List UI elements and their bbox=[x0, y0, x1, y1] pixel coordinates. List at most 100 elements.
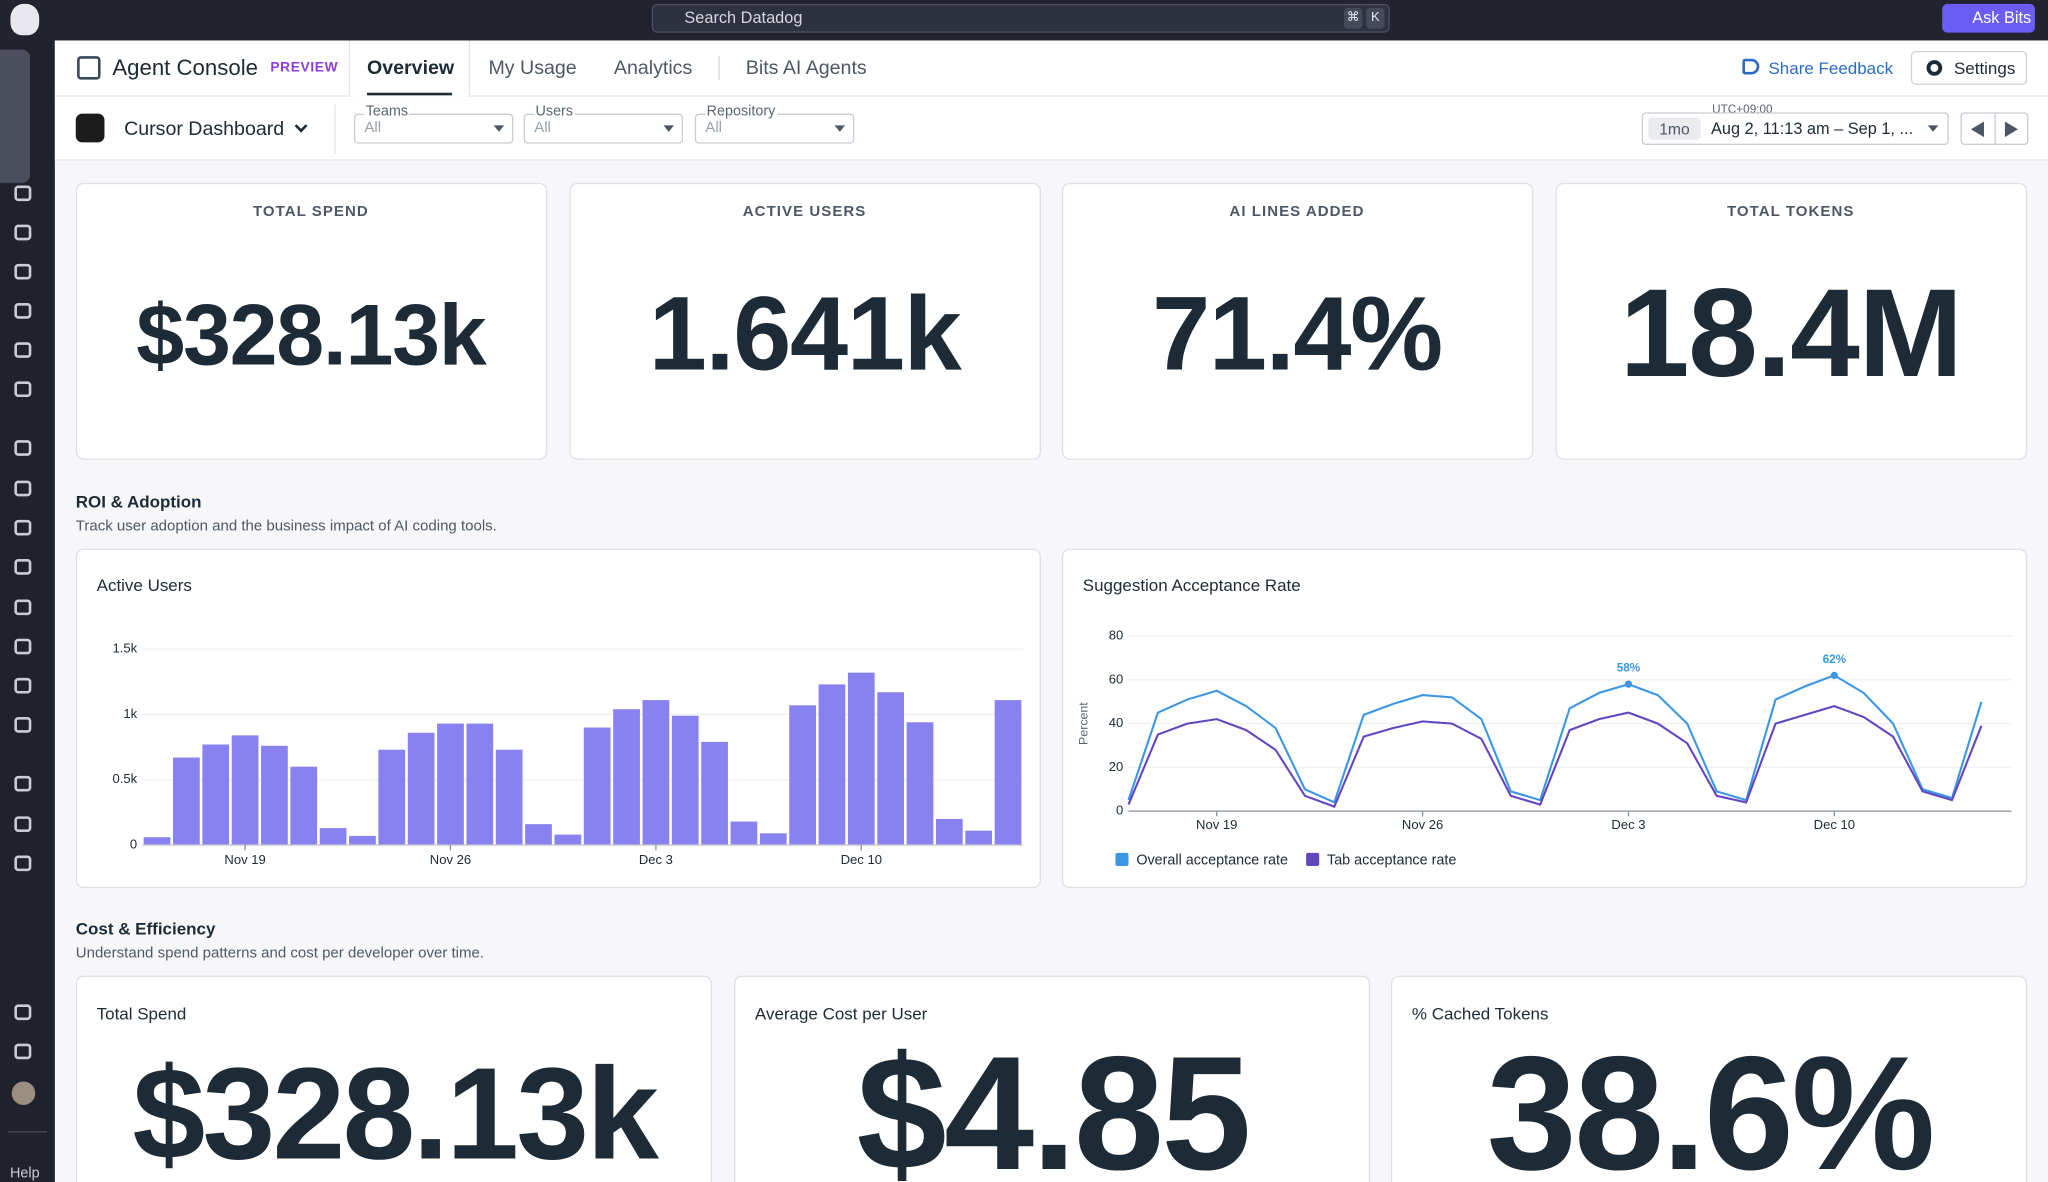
sidebar-icon[interactable] bbox=[14, 303, 32, 319]
sidebar-scroll bbox=[0, 49, 31, 183]
bar bbox=[173, 757, 200, 846]
sidebar-icon[interactable] bbox=[14, 717, 32, 733]
x-tick-label: Dec 3 bbox=[639, 852, 673, 867]
kpi-value: 18.4M bbox=[1619, 263, 1963, 404]
bar bbox=[701, 741, 728, 846]
settings-icon bbox=[1926, 60, 1943, 76]
bar bbox=[290, 766, 318, 846]
x-tick-label: Nov 26 bbox=[1402, 817, 1443, 832]
filter-caret bbox=[663, 125, 674, 132]
nav-tab[interactable]: Analytics bbox=[613, 56, 693, 80]
sidebar-icon[interactable] bbox=[14, 480, 32, 497]
kpi-title: TOTAL TOKENS bbox=[1726, 204, 1855, 220]
time-back-icon[interactable] bbox=[1970, 121, 1984, 138]
sidebar-icon[interactable] bbox=[14, 185, 32, 202]
feedback-icon[interactable] bbox=[1742, 58, 1760, 75]
bar bbox=[613, 709, 640, 846]
card bbox=[569, 182, 1041, 460]
shortcut-key bbox=[1343, 7, 1363, 29]
bar bbox=[261, 745, 288, 846]
y-tick-label: 1k bbox=[123, 706, 137, 721]
sidebar-icon[interactable] bbox=[14, 263, 32, 280]
y-tick-label: 1.5k bbox=[112, 641, 137, 656]
bar bbox=[759, 833, 787, 846]
filter-value: All bbox=[705, 120, 722, 137]
card bbox=[734, 975, 1371, 1182]
bar bbox=[583, 727, 611, 846]
bar bbox=[525, 824, 552, 846]
filter-label: Teams bbox=[364, 103, 410, 120]
shortcut-key-label: ⌘ bbox=[1346, 10, 1360, 25]
kpi-title: AI LINES ADDED bbox=[1229, 204, 1365, 220]
bar bbox=[789, 705, 816, 846]
sidebar-icon[interactable] bbox=[14, 638, 32, 655]
sidebar-icon[interactable] bbox=[14, 677, 32, 694]
time-forward-icon[interactable] bbox=[2004, 121, 2018, 138]
shortcut-key bbox=[1366, 7, 1385, 29]
data-label: 58% bbox=[1617, 662, 1641, 675]
nav-tab[interactable]: Overview bbox=[367, 56, 455, 80]
avatar[interactable] bbox=[11, 1081, 36, 1105]
data-label: 62% bbox=[1823, 653, 1847, 666]
settings-label[interactable]: Settings bbox=[1953, 58, 2016, 78]
bar bbox=[847, 672, 875, 846]
bar bbox=[437, 723, 464, 846]
dashboard-icon bbox=[75, 113, 105, 143]
y-tick-label: 40 bbox=[1109, 715, 1124, 730]
search-box[interactable] bbox=[651, 3, 1390, 33]
bar bbox=[906, 722, 934, 846]
time-nav-divider bbox=[1994, 112, 1996, 145]
card bbox=[1391, 975, 2028, 1182]
kpi-value: 71.4% bbox=[1152, 275, 1443, 392]
filter-value: All bbox=[534, 120, 551, 137]
app-title: Agent Console bbox=[112, 55, 258, 81]
sidebar-icon[interactable] bbox=[14, 775, 32, 792]
sidebar-icon[interactable] bbox=[14, 816, 32, 832]
filter-value: All bbox=[364, 120, 382, 137]
legend-label: Overall acceptance rate bbox=[1136, 853, 1288, 869]
card bbox=[75, 182, 548, 460]
bar bbox=[818, 684, 846, 846]
x-tick-label: Nov 26 bbox=[430, 852, 471, 867]
sidebar bbox=[0, 40, 55, 1182]
nav-tab[interactable]: My Usage bbox=[488, 56, 577, 80]
y-tick-label: 0.5k bbox=[112, 771, 137, 786]
filter-caret bbox=[834, 125, 846, 132]
sidebar-icon[interactable] bbox=[14, 381, 32, 398]
sidebar-icon[interactable] bbox=[14, 224, 32, 241]
sidebar-icon[interactable] bbox=[14, 559, 32, 575]
sidebar-icon[interactable] bbox=[14, 855, 32, 872]
share-feedback[interactable]: Share Feedback bbox=[1768, 58, 1894, 78]
sidebar-icon[interactable] bbox=[14, 342, 32, 358]
series-line bbox=[1127, 704, 1983, 808]
logo bbox=[10, 3, 40, 36]
chart-title: Suggestion Acceptance Rate bbox=[1083, 576, 1301, 595]
card-title: Total Spend bbox=[96, 1003, 187, 1024]
bar bbox=[671, 715, 699, 846]
card-value: $328.13k bbox=[132, 1040, 659, 1182]
y-tick-label: 0 bbox=[1116, 803, 1123, 818]
card bbox=[1555, 182, 2028, 460]
bar bbox=[877, 692, 905, 846]
bar bbox=[378, 749, 406, 846]
x-tick-label: Nov 19 bbox=[224, 852, 265, 867]
sidebar-icon[interactable] bbox=[14, 1043, 32, 1060]
y-tick-label: 0 bbox=[130, 837, 137, 852]
nav-tab[interactable]: Bits AI Agents bbox=[745, 56, 867, 80]
sidebar-icon[interactable] bbox=[14, 1004, 32, 1021]
sidebar-icon[interactable] bbox=[14, 519, 32, 536]
sidebar-icon[interactable] bbox=[14, 599, 32, 616]
help-label[interactable]: Help bbox=[10, 1165, 40, 1182]
section-subtitle: Understand spend patterns and cost per d… bbox=[75, 945, 485, 962]
bar bbox=[495, 749, 523, 846]
x-tick-label: Nov 19 bbox=[1196, 817, 1237, 832]
ask-bits-label[interactable]: Ask Bits bbox=[1972, 8, 2032, 28]
series-line bbox=[1127, 674, 1983, 804]
ask-bits-button[interactable] bbox=[1942, 3, 2035, 33]
dashboard-name[interactable]: Cursor Dashboard bbox=[124, 118, 285, 141]
sidebar-icon[interactable] bbox=[14, 440, 32, 456]
card-title: % Cached Tokens bbox=[1411, 1003, 1549, 1024]
y-tick-label: 20 bbox=[1109, 759, 1124, 774]
